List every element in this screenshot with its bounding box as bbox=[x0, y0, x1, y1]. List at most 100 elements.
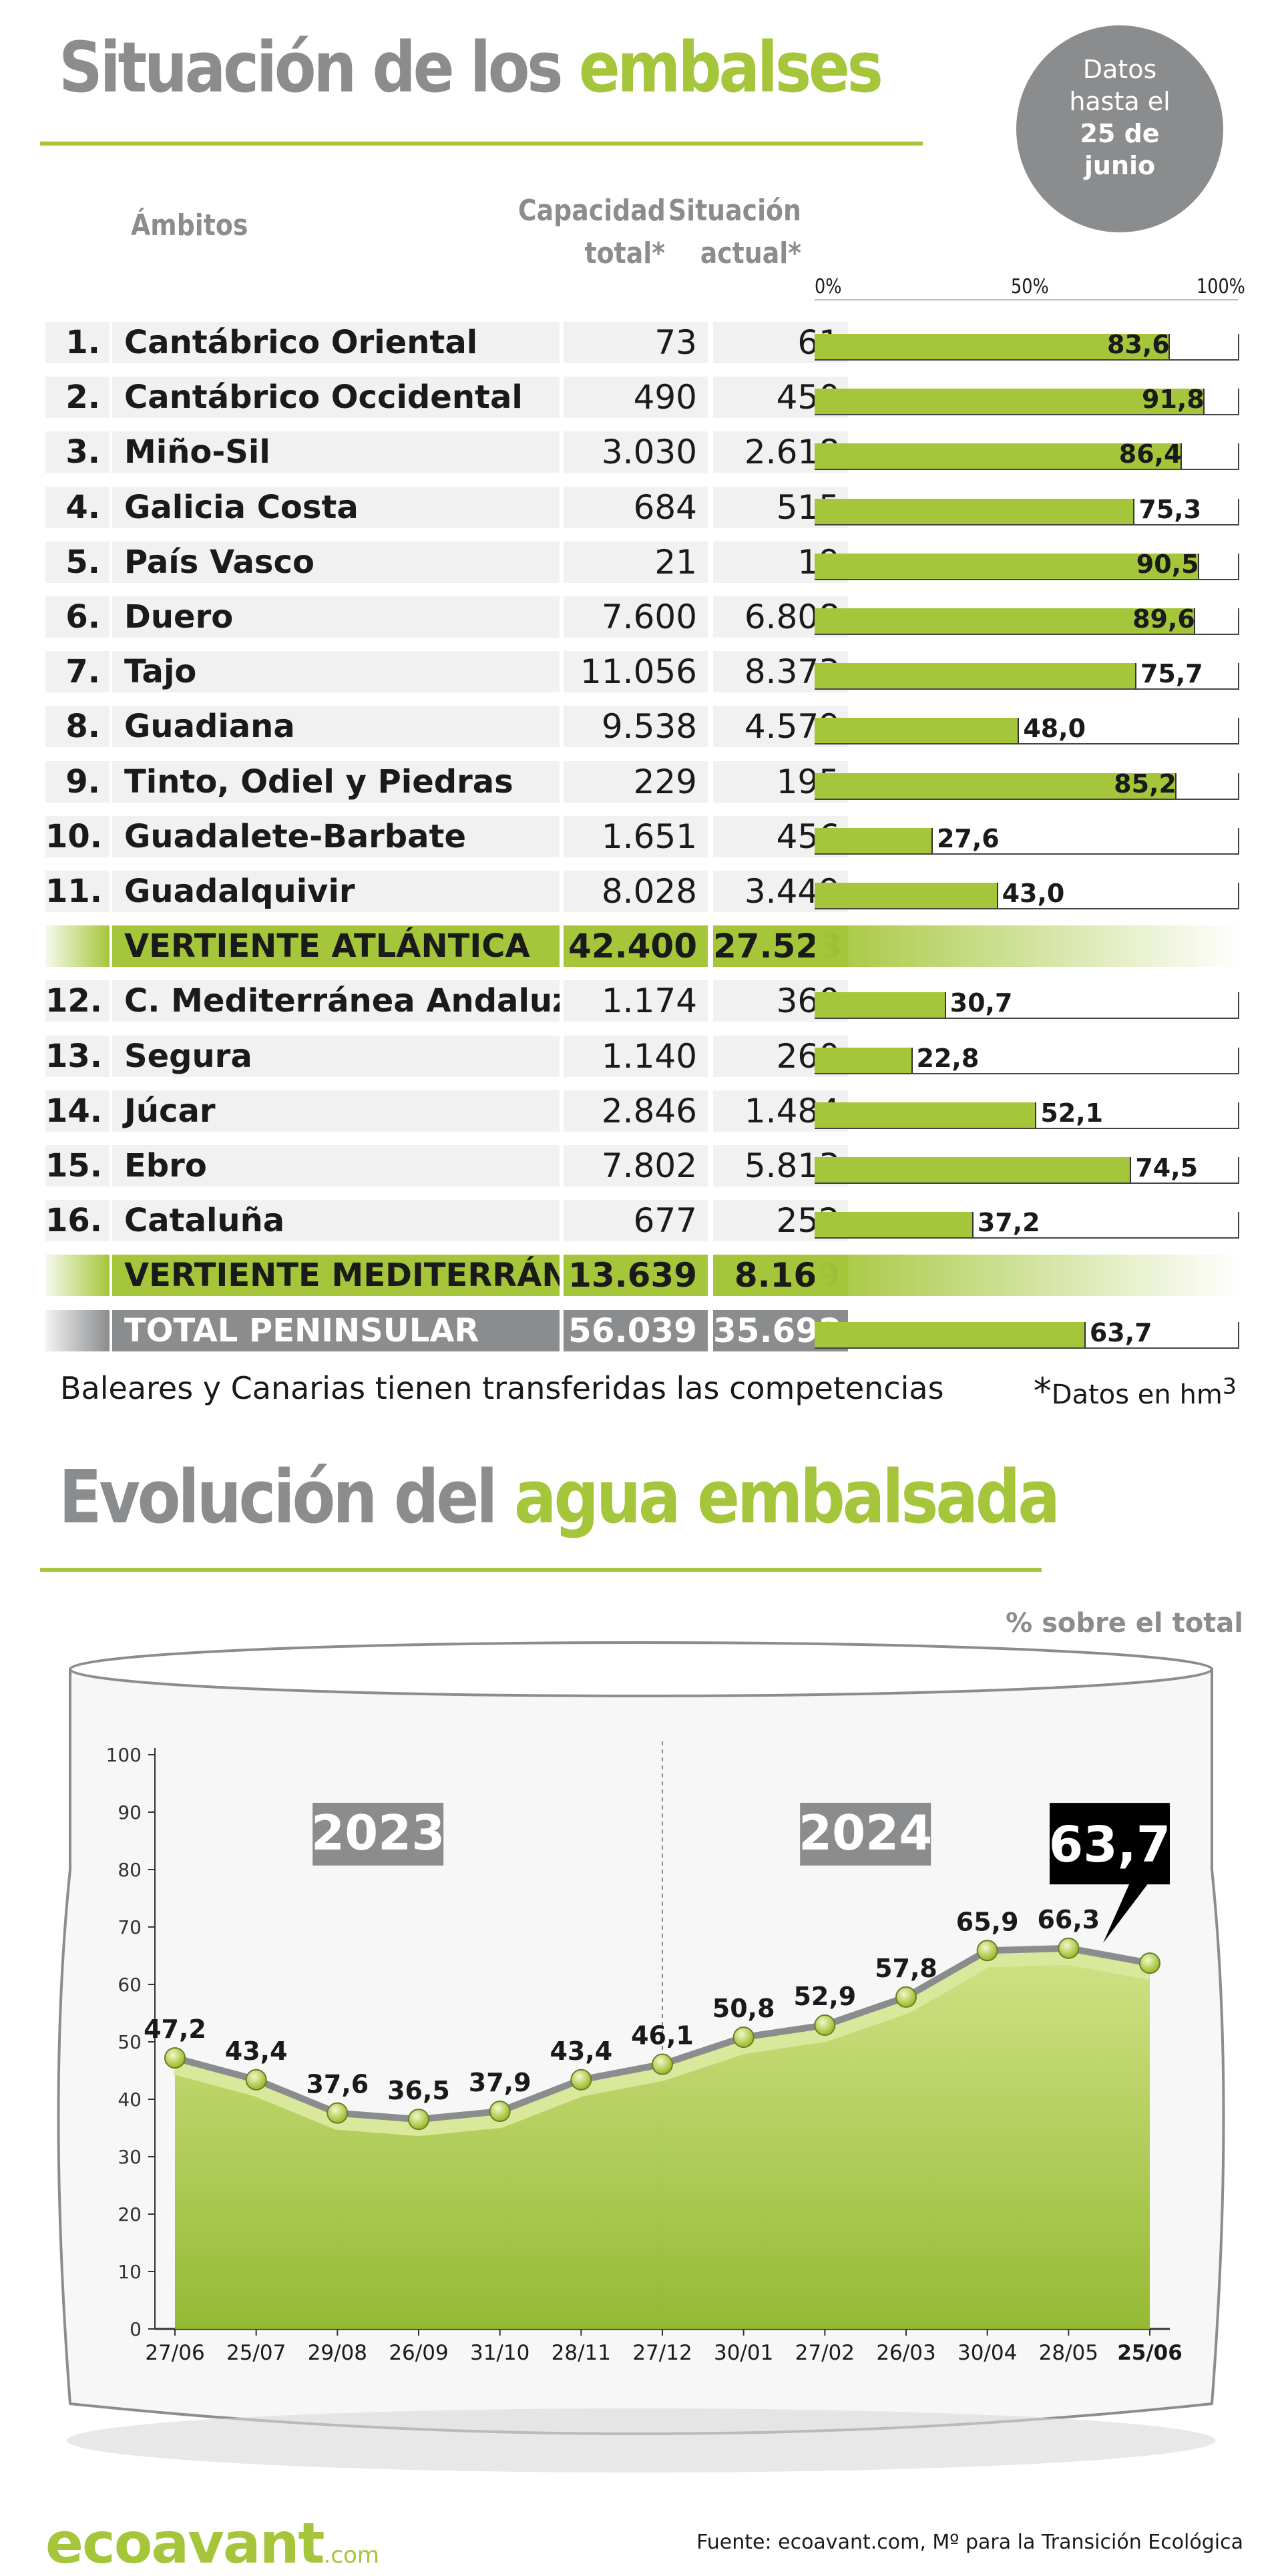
badge-line3: 25 de bbox=[1080, 119, 1160, 148]
table-row: 12. C. Mediterránea Andaluza 1.174 360 30,7 bbox=[45, 980, 1242, 1022]
x-tick-label: 31/10 bbox=[470, 2341, 529, 2365]
total-row: TOTAL PENINSULAR 56.039 35.692 63,7 bbox=[45, 1309, 1242, 1351]
table-row: 14. Júcar 2.846 1.484 52,1 bbox=[45, 1090, 1242, 1132]
pct-bar-track: 85,2 bbox=[815, 769, 1239, 800]
table-row: 4. Galicia Costa 684 515 75,3 bbox=[45, 486, 1242, 528]
pct-bar-track: 86,4 bbox=[815, 439, 1239, 471]
data-point bbox=[814, 2014, 836, 2036]
unit-asterisk: * bbox=[1033, 1370, 1052, 1412]
unit-text: Datos en hm bbox=[1051, 1379, 1223, 1410]
row-name: Galicia Costa bbox=[112, 486, 560, 528]
badge-line1: Datos bbox=[1082, 55, 1157, 84]
pct-bar-track: 43,0 bbox=[815, 879, 1239, 909]
unit-note: *Datos en hm3 bbox=[1034, 1370, 1237, 1412]
pct-bar-label: 90,5 bbox=[1136, 549, 1199, 579]
pct-bar-label: 43,0 bbox=[1002, 879, 1065, 908]
pct-bar bbox=[815, 1321, 1086, 1347]
section2-title-part1: Evolución del bbox=[59, 1454, 498, 1540]
callout-box bbox=[1050, 1803, 1170, 1885]
row-number: 2. bbox=[45, 377, 110, 419]
page-title: Situación de los embalses bbox=[59, 27, 883, 108]
row-capacity: 229 bbox=[564, 761, 708, 803]
data-label: 52,9 bbox=[793, 1982, 856, 2011]
logo-main: ecoavant bbox=[45, 2511, 325, 2576]
title-part2: embalses bbox=[578, 27, 883, 108]
badge-line4: junio bbox=[1084, 151, 1156, 180]
area-fill bbox=[175, 1948, 1150, 2329]
data-label: 50,8 bbox=[712, 1994, 775, 2023]
pct-bar bbox=[815, 498, 1135, 524]
row-number: 14. bbox=[45, 1090, 110, 1132]
pct-bar-label: 63,7 bbox=[1089, 1317, 1152, 1347]
pct-bar bbox=[815, 773, 1177, 799]
data-point bbox=[652, 2053, 673, 2075]
callout-label: 63,7 bbox=[1049, 1816, 1171, 1874]
pct-bar bbox=[815, 389, 1205, 415]
row-name: Cantábrico Occidental bbox=[112, 377, 560, 419]
table-row: 15. Ebro 7.802 5.813 74,5 bbox=[45, 1145, 1242, 1187]
x-tick-label: 27/02 bbox=[795, 2341, 855, 2365]
data-point bbox=[1139, 1952, 1160, 1974]
row-name: Júcar bbox=[112, 1090, 560, 1132]
pct-bar bbox=[815, 992, 946, 1018]
row-capacity: 73 bbox=[564, 322, 708, 363]
x-tick-label: 30/01 bbox=[714, 2341, 773, 2365]
pct-bar-track: 75,3 bbox=[815, 495, 1239, 525]
pct-bar-track: 22,8 bbox=[815, 1044, 1239, 1074]
pct-bar-label: 86,4 bbox=[1118, 439, 1182, 469]
pct-bar bbox=[815, 443, 1182, 469]
row-number: 13. bbox=[45, 1035, 110, 1077]
data-label: 47,2 bbox=[144, 2014, 206, 2044]
year-label-box bbox=[312, 1803, 444, 1866]
pct-bar-track: 83,6 bbox=[815, 330, 1239, 361]
data-label: 46,1 bbox=[631, 2021, 694, 2051]
glass-rim bbox=[69, 1641, 1213, 1697]
pct-bar-track: 52,1 bbox=[815, 1098, 1239, 1129]
data-point bbox=[570, 2069, 592, 2091]
row-capacity: 9.538 bbox=[564, 706, 708, 748]
pct-bar-track: 30,7 bbox=[815, 988, 1239, 1020]
data-label: 66,3 bbox=[1037, 1905, 1100, 1934]
data-point bbox=[164, 2047, 186, 2069]
row-number: 8. bbox=[45, 706, 110, 748]
unit-sup: 3 bbox=[1222, 1373, 1237, 1400]
pct-bar bbox=[815, 827, 933, 853]
row-number: 6. bbox=[45, 596, 110, 638]
x-tick-label: 29/08 bbox=[308, 2341, 367, 2365]
pct-bar-label: 48,0 bbox=[1023, 714, 1086, 744]
pct-bar-track: 27,6 bbox=[815, 824, 1239, 855]
row-name: País Vasco bbox=[112, 541, 560, 583]
source-credit: Fuente: ecoavant.com, Mº para la Transic… bbox=[696, 2531, 1243, 2554]
pct-bar-track: 89,6 bbox=[815, 604, 1239, 635]
row-capacity: 7.802 bbox=[564, 1145, 708, 1187]
row-number bbox=[45, 925, 110, 968]
row-capacity: 7.600 bbox=[564, 596, 708, 638]
row-capacity: 11.056 bbox=[564, 651, 708, 693]
data-point bbox=[408, 2109, 429, 2131]
row-name: Segura bbox=[112, 1035, 560, 1077]
row-number: 4. bbox=[45, 486, 110, 528]
y-tick-label: 0 bbox=[130, 2318, 142, 2340]
title-rule bbox=[40, 142, 923, 146]
pct-bar-label: 27,6 bbox=[936, 823, 1000, 853]
row-name: Guadalquivir bbox=[112, 871, 560, 912]
col-ambitos: Ámbitos bbox=[131, 208, 248, 242]
row-number: 11. bbox=[45, 871, 110, 912]
col-situacion: Situación actual* bbox=[664, 190, 801, 275]
row-number: 5. bbox=[45, 541, 110, 583]
year-label: 2024 bbox=[799, 1805, 932, 1861]
col-capacidad: Capacidad total* bbox=[518, 190, 666, 275]
pct-bar bbox=[815, 718, 1020, 744]
table-row: 9. Tinto, Odiel y Piedras 229 195 85,2 bbox=[45, 761, 1242, 803]
pct-bar-label: 85,2 bbox=[1114, 769, 1177, 799]
table-row: 2. Cantábrico Occidental 490 450 91,8 bbox=[45, 377, 1242, 419]
data-point bbox=[895, 1986, 917, 2008]
row-capacity: 56.039 bbox=[564, 1309, 708, 1351]
pct-axis-line bbox=[815, 299, 1238, 300]
pct-bar bbox=[815, 553, 1199, 579]
evolution-chart: 0 10 20 30 40 50 60 70 80 90 100 47,2 27/06 43,4 25/0… bbox=[57, 1641, 1225, 2473]
pct-tick-100: 100% bbox=[1197, 275, 1245, 298]
x-tick-label: 30/04 bbox=[957, 2341, 1017, 2365]
pct-bar-track: 91,8 bbox=[815, 385, 1239, 416]
data-label: 36,5 bbox=[387, 2076, 450, 2105]
